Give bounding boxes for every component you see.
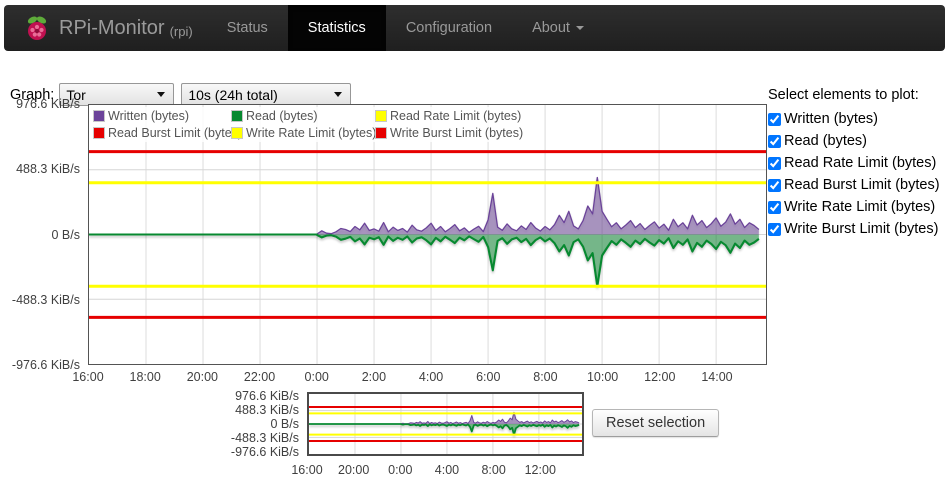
brand-title: RPi-Monitor bbox=[59, 16, 165, 39]
plot-checkbox-row[interactable]: Read Burst Limit (bytes) bbox=[768, 174, 940, 196]
graph-select-wrap: Tor bbox=[59, 83, 175, 106]
legend-label: Write Burst Limit (bytes) bbox=[390, 126, 524, 140]
y-tick-label: 488.3 KiB/s bbox=[235, 402, 299, 417]
plot-checkbox[interactable] bbox=[768, 222, 781, 236]
x-tick-label: 20:00 bbox=[338, 463, 370, 477]
plot-panel-title: Select elements to plot: bbox=[768, 87, 919, 103]
legend-item: Read (bytes) bbox=[231, 109, 375, 123]
overview-chart[interactable] bbox=[307, 392, 584, 456]
caret-down-icon bbox=[575, 26, 584, 30]
plot-checkbox[interactable] bbox=[768, 156, 781, 170]
plot-checkbox[interactable] bbox=[768, 134, 781, 148]
graph-controls: Graph: Tor 10s (24h total) bbox=[10, 83, 358, 106]
plot-checkbox-row[interactable]: Read (bytes) bbox=[768, 130, 940, 152]
chart-legend: Written (bytes) Read (bytes) Read Rate Lim… bbox=[90, 107, 523, 142]
legend-item: Write Burst Limit (bytes) bbox=[375, 126, 523, 140]
legend-label: Write Rate Limit (bytes) bbox=[246, 126, 377, 140]
plot-checkbox-label: Read Rate Limit (bytes) bbox=[784, 155, 937, 171]
legend-swatch-icon bbox=[231, 127, 243, 139]
x-tick-label: 14:00 bbox=[701, 370, 733, 384]
brand[interactable]: RPi-Monitor (rpi) bbox=[4, 5, 207, 51]
y-tick-label: 976.6 KiB/s bbox=[16, 97, 80, 111]
x-tick-label: 0:00 bbox=[388, 463, 413, 477]
plot-elements-panel: Select elements to plot: Written (bytes)… bbox=[768, 87, 940, 240]
legend-label: Read Burst Limit (bytes) bbox=[108, 126, 243, 140]
brand-hostname: (rpi) bbox=[169, 23, 193, 39]
x-tick-label: 12:00 bbox=[524, 463, 556, 477]
legend-label: Written (bytes) bbox=[108, 109, 190, 123]
legend-item: Written (bytes) bbox=[93, 109, 231, 123]
x-tick-label: 6:00 bbox=[476, 370, 501, 384]
x-tick-label: 8:00 bbox=[481, 463, 506, 477]
period-select[interactable]: 10s (24h total) bbox=[181, 83, 352, 106]
x-tick-label: 20:00 bbox=[186, 370, 218, 384]
x-tick-label: 18:00 bbox=[129, 370, 161, 384]
legend-swatch-icon bbox=[375, 127, 387, 139]
period-select-wrap: 10s (24h total) bbox=[181, 83, 352, 106]
raspberry-icon bbox=[27, 16, 47, 40]
x-tick-label: 2:00 bbox=[361, 370, 387, 384]
overview-chart-canvas[interactable] bbox=[309, 394, 582, 454]
legend-label: Read (bytes) bbox=[246, 109, 318, 123]
plot-checkbox-label: Read (bytes) bbox=[784, 133, 868, 149]
plot-checkbox[interactable] bbox=[768, 200, 781, 214]
x-tick-label: 4:00 bbox=[434, 463, 460, 477]
y-tick-label: -488.3 KiB/s bbox=[11, 292, 80, 307]
x-tick-label: 22:00 bbox=[243, 370, 276, 384]
plot-checkbox-row[interactable]: Write Burst Limit (bytes) bbox=[768, 218, 940, 240]
plot-checkbox-label: Read Burst Limit (bytes) bbox=[784, 177, 940, 193]
legend-swatch-icon bbox=[375, 110, 387, 122]
nav-item-statistics[interactable]: Statistics bbox=[287, 5, 386, 51]
y-tick-label: 0 B/s bbox=[270, 417, 300, 431]
legend-label: Read Rate Limit (bytes) bbox=[390, 109, 522, 123]
graph-select[interactable]: Tor bbox=[59, 83, 175, 106]
x-tick-label: 16:00 bbox=[72, 370, 104, 384]
legend-item: Read Burst Limit (bytes) bbox=[93, 126, 242, 140]
plot-checkbox-row[interactable]: Written (bytes) bbox=[768, 108, 940, 130]
plot-checkbox[interactable] bbox=[768, 112, 781, 126]
x-tick-label: 0:00 bbox=[304, 370, 329, 384]
main-chart-canvas[interactable] bbox=[89, 105, 766, 364]
legend-swatch-icon bbox=[93, 127, 105, 139]
plot-checkbox[interactable] bbox=[768, 178, 781, 192]
plot-checkbox-label: Written (bytes) bbox=[784, 111, 879, 127]
y-tick-label: -976.6 KiB/s bbox=[230, 445, 299, 460]
plot-checkbox-row[interactable]: Read Rate Limit (bytes) bbox=[768, 152, 940, 174]
legend-item: Write Rate Limit (bytes) bbox=[231, 126, 377, 140]
y-tick-label: -488.3 KiB/s bbox=[230, 431, 299, 446]
y-tick-label: 0 B/s bbox=[51, 227, 81, 242]
reset-selection-button[interactable]: Reset selection bbox=[592, 409, 720, 437]
nav-item-about[interactable]: About bbox=[512, 5, 604, 51]
x-tick-label: 8:00 bbox=[533, 370, 558, 384]
nav-list: Status Statistics Configuration About bbox=[207, 5, 604, 51]
legend-swatch-icon bbox=[93, 110, 105, 122]
x-tick-label: 4:00 bbox=[418, 370, 444, 384]
nav-item-status[interactable]: Status bbox=[226, 20, 268, 36]
x-tick-label: 12:00 bbox=[644, 370, 676, 384]
x-tick-label: 10:00 bbox=[586, 370, 619, 384]
plot-checkbox-list: Written (bytes) Read (bytes) Read Rate Lim… bbox=[768, 108, 940, 240]
nav-item-configuration[interactable]: Configuration bbox=[405, 20, 493, 36]
legend-swatch-icon bbox=[231, 110, 243, 122]
y-tick-label: 976.6 KiB/s bbox=[235, 388, 299, 403]
main-chart[interactable] bbox=[88, 104, 767, 365]
y-tick-label: 488.3 KiB/s bbox=[16, 162, 80, 177]
plot-checkbox-label: Write Rate Limit (bytes) bbox=[784, 199, 936, 215]
navbar: RPi-Monitor (rpi) Status Statistics Config… bbox=[4, 5, 945, 51]
x-tick-label: 16:00 bbox=[291, 463, 323, 477]
plot-checkbox-row[interactable]: Write Rate Limit (bytes) bbox=[768, 196, 940, 218]
plot-checkbox-label: Write Burst Limit (bytes) bbox=[784, 221, 939, 237]
y-tick-label: -976.6 KiB/s bbox=[11, 358, 80, 372]
legend-item: Read Rate Limit (bytes) bbox=[375, 109, 523, 123]
graph-label: Graph: bbox=[10, 86, 55, 103]
